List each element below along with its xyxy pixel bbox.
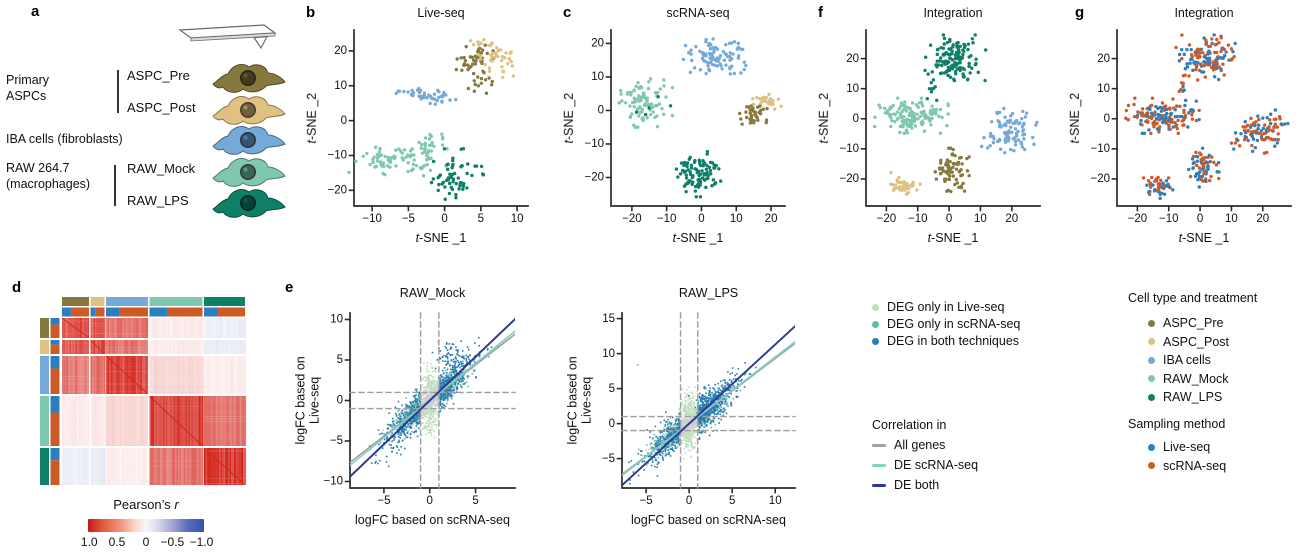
pearson-colorbar xyxy=(88,519,204,532)
cell-icon-aspc_pre xyxy=(212,59,286,104)
bracket-raw xyxy=(114,165,116,206)
legend-label: RAW_LPS xyxy=(1163,390,1223,404)
all-genes-line-icon xyxy=(872,443,886,447)
cell-icon-raw_lps xyxy=(212,184,286,229)
legend-label: DEG only in Live-seq xyxy=(887,300,1005,314)
x-axis-label: t-SNE _1 xyxy=(927,231,979,245)
legend-item: RAW_Mock xyxy=(1148,372,1229,386)
group-label-primary-aspcs: Primary ASPCs xyxy=(6,73,50,103)
raw-lps-dot-icon xyxy=(1148,393,1155,401)
legend-sampling: Live-seq scRNA-seq xyxy=(1148,440,1226,473)
group-label-iba: IBA cells (fibroblasts) xyxy=(6,132,123,146)
aspc-pre-dot-icon xyxy=(1148,319,1155,327)
colorbar-label: −1.0 xyxy=(189,535,214,549)
panel-e-raw-mock: e RAW_Mock logFC based on scRNA-seq logF… xyxy=(282,270,570,558)
colorbar-label: 1.0 xyxy=(80,535,98,549)
panel-e-raw-lps: RAW_LPS logFC based on scRNA-seq logFC b… xyxy=(562,270,850,558)
scrna-seq-dot-icon xyxy=(1148,462,1155,469)
cell-icon-aspc_post xyxy=(212,91,286,136)
tsne-canvas-integration-sampling xyxy=(1063,0,1315,258)
x-axis-label: t-SNE _1 xyxy=(415,231,467,245)
iba-cells-dot-icon xyxy=(1148,356,1155,364)
deg-scrna-dot-icon xyxy=(872,320,879,328)
legend-item: All genes xyxy=(872,438,978,452)
x-axis-label: t-SNE _1 xyxy=(1178,231,1230,245)
label-aspc-pre: ASPC_Pre xyxy=(127,68,190,83)
colorbar-tick-labels: 1.0 0.5 0 −0.5 −1.0 xyxy=(80,535,214,549)
legend-cell-type: ASPC_Pre ASPC_Post IBA cells RAW_Mock RA… xyxy=(1148,316,1229,404)
legend-label: DEG only in scRNA-seq xyxy=(887,317,1021,331)
x-axis-label: t-SNE _1 xyxy=(672,231,724,245)
y-axis-label: logFC based on Live-seq xyxy=(565,356,594,445)
legend-label: scRNA-seq xyxy=(1163,458,1227,473)
legend-item: scRNA-seq xyxy=(1148,459,1226,473)
legend-label: DEG in both techniques xyxy=(887,334,1020,348)
legend-sampling-title: Sampling method xyxy=(1128,417,1226,431)
legend-deg: DEG only in Live-seq DEG only in scRNA-s… xyxy=(872,300,1020,348)
deg-live-dot-icon xyxy=(872,303,879,311)
de-scrna-line-icon xyxy=(872,463,886,467)
logfc-canvas-raw-lps xyxy=(562,270,850,558)
legend-item: DEG only in Live-seq xyxy=(872,300,1020,314)
aspc-post-dot-icon xyxy=(1148,338,1155,345)
logfc-canvas-raw-mock xyxy=(282,270,570,558)
x-axis-label: logFC based on scRNA-seq xyxy=(355,513,510,527)
panel-d: d Pearson’s r 1.0 0.5 0 −0.5 −1.0 xyxy=(0,270,270,558)
legend-item: DE scRNA-seq xyxy=(872,458,978,472)
legend-label: ASPC_Pre xyxy=(1163,316,1224,330)
legend-item: Live-seq xyxy=(1148,440,1226,454)
de-both-line-icon xyxy=(872,483,886,487)
legend-item: RAW_LPS xyxy=(1148,390,1229,404)
tsne-canvas-integration-celltype xyxy=(812,0,1070,258)
legend-label: Live-seq xyxy=(1163,440,1211,454)
y-axis-label: t-SNE _2 xyxy=(561,92,576,144)
bracket-primary-aspcs xyxy=(117,70,119,113)
panel-a: a Primary ASPCs ASPC_Pre ASPC_Post IBA c… xyxy=(0,0,296,255)
label-raw-lps: RAW_LPS xyxy=(127,193,189,208)
y-axis-label: logFC based on Live-seq xyxy=(293,356,322,445)
legend-item: DE both xyxy=(872,478,978,492)
deg-both-dot-icon xyxy=(872,337,879,345)
tsne-canvas-live-seq xyxy=(300,0,558,258)
colorbar-label: 0.5 xyxy=(108,535,126,549)
y-axis-label: t-SNE _2 xyxy=(304,92,319,144)
x-axis-label: logFC based on scRNA-seq xyxy=(631,513,786,527)
heatmap-canvas xyxy=(0,270,270,558)
legend-item: ASPC_Post xyxy=(1148,335,1229,349)
live-seq-dot-icon xyxy=(1148,443,1155,451)
legend-corr: All genes DE scRNA-seq DE both xyxy=(872,438,978,492)
y-axis-label: t-SNE _2 xyxy=(1067,92,1082,144)
legend-label: RAW_Mock xyxy=(1163,371,1229,386)
panel-b: b Live-seq t-SNE _1 t-SNE _2 xyxy=(300,0,558,258)
panel-c: c scRNA-seq t-SNE _1 t-SNE _2 xyxy=(557,0,815,258)
group-label-raw: RAW 264.7 (macrophages) xyxy=(6,161,91,191)
label-aspc-post: ASPC_Post xyxy=(127,100,196,115)
probe-cantilever-icon xyxy=(178,22,278,61)
colorbar-label: −0.5 xyxy=(160,535,185,549)
legend-label: IBA cells xyxy=(1163,353,1211,367)
legend-corr-title: Correlation in xyxy=(872,418,947,432)
panel-g: g Integration t-SNE _1 t-SNE _2 xyxy=(1063,0,1315,258)
colorbar-title: Pearson’s r xyxy=(113,497,179,512)
label-raw-mock: RAW_Mock xyxy=(127,161,196,176)
legend-label: DE both xyxy=(894,478,940,492)
colorbar-label: 0 xyxy=(142,535,150,549)
panel-label-a: a xyxy=(31,3,40,20)
legend-label: DE scRNA-seq xyxy=(894,458,979,472)
raw-mock-dot-icon xyxy=(1148,375,1155,382)
cell-icon-iba_cells xyxy=(212,121,286,166)
cell-icon-raw_mock xyxy=(212,153,286,198)
legend-cell-title: Cell type and treatment xyxy=(1128,291,1258,305)
legend-item: ASPC_Pre xyxy=(1148,316,1229,330)
legend-label: ASPC_Post xyxy=(1163,334,1230,349)
legend-item: DEG in both techniques xyxy=(872,334,1020,348)
y-axis-label: t-SNE _2 xyxy=(816,92,831,144)
legend-item: DEG only in scRNA-seq xyxy=(872,317,1020,331)
legend-label: All genes xyxy=(894,438,946,452)
panel-f: f Integration t-SNE _1 t-SNE _2 xyxy=(812,0,1070,258)
tsne-canvas-scrna-seq xyxy=(557,0,815,258)
legend-item: IBA cells xyxy=(1148,353,1229,367)
